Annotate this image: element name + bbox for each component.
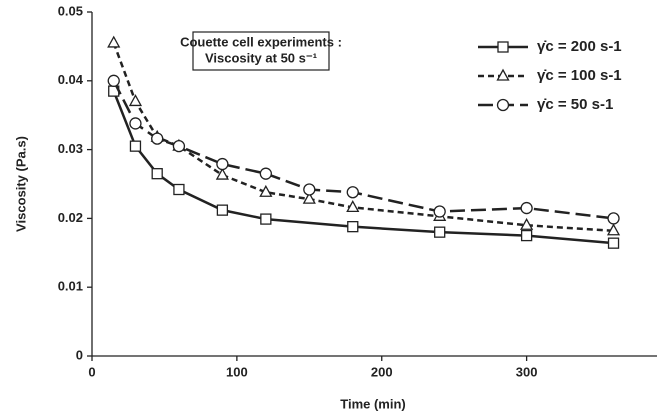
x-tick-label: 200 xyxy=(371,364,393,379)
marker xyxy=(259,184,273,197)
marker xyxy=(302,191,316,204)
marker xyxy=(129,117,142,130)
y-tick-label: 0 xyxy=(76,347,83,362)
x-axis-label: Time (min) xyxy=(340,396,406,411)
marker xyxy=(303,183,316,196)
marker xyxy=(520,201,533,215)
marker xyxy=(496,98,510,112)
x-tick-label: 300 xyxy=(516,364,538,379)
marker xyxy=(606,223,621,236)
marker xyxy=(433,205,446,218)
marker xyxy=(347,221,359,233)
marker xyxy=(346,200,360,213)
marker xyxy=(215,167,229,180)
series-line xyxy=(112,80,614,220)
y-tick-label: 0.04 xyxy=(58,72,84,87)
marker xyxy=(260,213,272,225)
marker xyxy=(520,217,534,230)
marker xyxy=(172,140,186,153)
marker xyxy=(346,186,359,199)
legend-label: γ̇c = 100 s-1 xyxy=(537,67,622,84)
annotation: Couette cell experiments : xyxy=(180,34,342,49)
marker xyxy=(129,140,142,152)
marker xyxy=(496,68,510,81)
marker xyxy=(434,226,446,238)
marker xyxy=(107,35,121,48)
x-tick-label: 0 xyxy=(88,364,95,379)
marker xyxy=(216,157,229,171)
marker xyxy=(216,204,229,216)
legend-label: γ̇c = 200 s-1 xyxy=(537,38,622,55)
y-tick-label: 0.03 xyxy=(58,141,83,156)
series-line xyxy=(112,42,614,233)
marker xyxy=(107,74,120,87)
series-line xyxy=(112,90,614,245)
marker xyxy=(497,41,509,53)
marker xyxy=(607,237,620,249)
marker xyxy=(520,229,533,242)
y-axis-label: Viscosity (Pa.s) xyxy=(13,136,28,232)
x-tick-label: 100 xyxy=(226,364,248,379)
y-tick-label: 0.02 xyxy=(58,210,83,225)
annotation: Viscosity at 50 s⁻¹ xyxy=(205,50,317,65)
marker xyxy=(128,94,143,107)
y-tick-label: 0.01 xyxy=(58,279,83,294)
marker xyxy=(259,167,272,180)
marker xyxy=(151,168,163,180)
marker xyxy=(151,132,164,145)
marker xyxy=(607,212,620,225)
annotation-box xyxy=(192,31,330,71)
y-tick-label: 0.05 xyxy=(58,3,83,18)
marker xyxy=(173,183,185,196)
legend-label: γ̇c = 50 s-1 xyxy=(537,96,613,113)
